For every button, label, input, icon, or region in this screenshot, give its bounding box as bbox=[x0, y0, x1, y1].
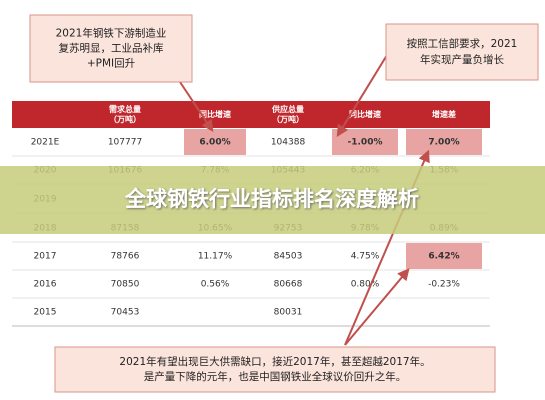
table-cell: 80031 bbox=[274, 308, 303, 318]
table-cell: 11.17% bbox=[198, 252, 233, 262]
note-box bbox=[385, 23, 539, 81]
header-cell: 增速差 bbox=[432, 109, 456, 119]
banner-band bbox=[0, 166, 545, 234]
table-cell: 0.80% bbox=[351, 280, 380, 290]
header-cell: 同比增速 bbox=[349, 109, 381, 119]
highlight-cell bbox=[406, 243, 482, 269]
header-cell: 需求总量 bbox=[109, 104, 141, 114]
table-cell: 70453 bbox=[111, 308, 140, 318]
table-cell: 0.56% bbox=[201, 280, 230, 290]
note-line: 年实现产量负增长 bbox=[420, 53, 504, 66]
header-row bbox=[12, 101, 490, 128]
note-line: 2021年有望出现巨大供需缺口，接近2017年，甚至超越2017年。 bbox=[119, 355, 430, 368]
arrow bbox=[344, 268, 410, 346]
table-cell: 4.75% bbox=[351, 252, 380, 262]
note-line: 复苏明显，工业品补库 bbox=[59, 42, 164, 55]
note-line: 按照工信部要求，2021 bbox=[407, 37, 518, 50]
note-line: 是产量下降的元年，也是中国钢铁业全球议价回升之年。 bbox=[144, 370, 407, 383]
note-line: 2021年钢铁下游制造业 bbox=[56, 27, 167, 40]
highlight-cell bbox=[184, 129, 246, 155]
table-cell: 70850 bbox=[111, 280, 140, 290]
note-line: +PMI回升 bbox=[87, 58, 135, 70]
note-box bbox=[29, 14, 193, 83]
table-cell: -0.23% bbox=[428, 280, 460, 290]
arrow bbox=[179, 81, 214, 132]
table-cell: 7.00% bbox=[428, 138, 459, 148]
table-cell: 2016 bbox=[34, 280, 57, 290]
header-cell: 同比增速 bbox=[199, 109, 231, 119]
table-cell: -1.00% bbox=[348, 138, 383, 148]
table-cell: 80668 bbox=[274, 280, 303, 290]
highlight-cell bbox=[406, 129, 482, 155]
table-cell: 107777 bbox=[108, 138, 142, 148]
arrow bbox=[336, 54, 388, 138]
table-cell: 78766 bbox=[111, 252, 140, 262]
table-cell: 6.00% bbox=[199, 138, 230, 148]
table-cell: 2021E bbox=[31, 138, 60, 148]
header-cell: （万吨） bbox=[109, 114, 141, 124]
table-cell: 84503 bbox=[274, 252, 303, 262]
banner-title: 全球钢铁行业指标排名深度解析 bbox=[124, 187, 419, 211]
header-cell: 供应总量 bbox=[271, 104, 304, 114]
table-cell: 2015 bbox=[34, 308, 57, 318]
note-box bbox=[54, 346, 496, 393]
table-cell: 104388 bbox=[271, 138, 306, 148]
table-cell: 2017 bbox=[34, 252, 57, 262]
header-cell: （万吨） bbox=[272, 114, 304, 124]
table-cell: 6.42% bbox=[428, 252, 459, 262]
